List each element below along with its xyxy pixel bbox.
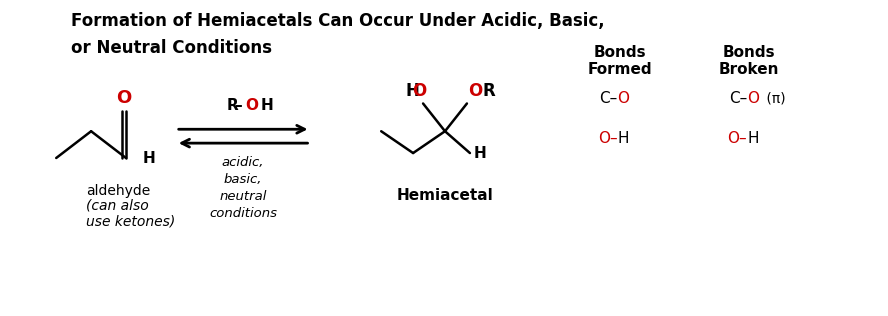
Text: O: O [412,82,426,100]
Text: O: O [617,91,630,106]
Text: Bonds
Broken: Bonds Broken [718,45,780,77]
Text: O: O [468,82,482,100]
Text: or Neutral Conditions: or Neutral Conditions [71,39,272,57]
Text: H: H [261,98,274,113]
Text: O–: O– [598,131,617,146]
Text: Formation of Hemiacetals Can Occur Under Acidic, Basic,: Formation of Hemiacetals Can Occur Under… [71,12,605,30]
Text: –: – [234,98,242,113]
Text: O: O [245,98,258,113]
Text: Bonds
Formed: Bonds Formed [587,45,652,77]
Text: H: H [143,150,155,166]
Text: H: H [747,131,758,146]
Text: R: R [483,82,496,100]
Text: O: O [747,91,759,106]
Text: O: O [115,89,131,107]
Text: C–: C– [599,91,617,106]
Text: H: H [405,82,419,100]
Text: O–: O– [727,131,747,146]
Text: acidic,
basic,
neutral
conditions: acidic, basic, neutral conditions [210,156,277,220]
Text: (π): (π) [762,92,786,106]
Text: H: H [617,131,629,146]
Text: H: H [474,146,487,161]
Text: R: R [226,98,238,113]
Text: Hemiacetal: Hemiacetal [397,188,494,203]
Text: (can also
use ketones): (can also use ketones) [86,199,175,229]
Text: C–: C– [729,91,747,106]
Text: aldehyde: aldehyde [86,184,150,198]
